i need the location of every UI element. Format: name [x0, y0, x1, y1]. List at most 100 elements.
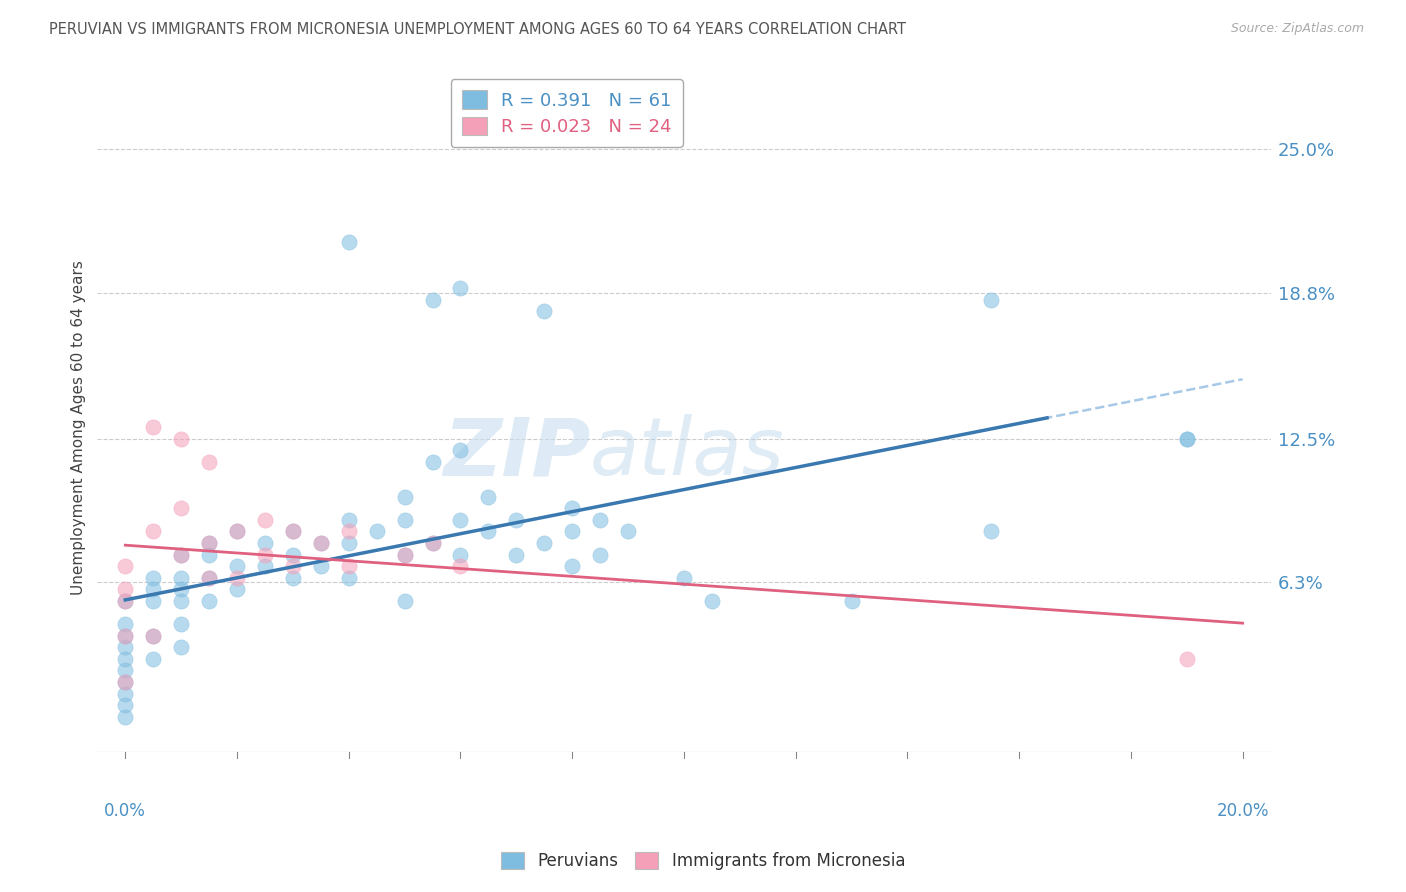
- Point: [114, 698, 136, 713]
- Point: [114, 629, 136, 643]
- Point: [561, 559, 583, 574]
- Point: [114, 675, 136, 690]
- Point: [309, 559, 332, 574]
- Point: [281, 559, 304, 574]
- Point: [505, 513, 527, 527]
- Point: [533, 536, 555, 550]
- Point: [281, 571, 304, 585]
- Point: [114, 687, 136, 701]
- Point: [700, 594, 723, 608]
- Point: [980, 524, 1002, 539]
- Text: atlas: atlas: [591, 414, 785, 492]
- Point: [450, 443, 472, 458]
- Point: [422, 536, 444, 550]
- Point: [394, 513, 416, 527]
- Point: [142, 652, 165, 666]
- Point: [114, 559, 136, 574]
- Point: [114, 629, 136, 643]
- Point: [589, 513, 612, 527]
- Point: [450, 559, 472, 574]
- Point: [114, 617, 136, 632]
- Point: [142, 629, 165, 643]
- Point: [114, 675, 136, 690]
- Point: [170, 582, 193, 597]
- Text: ZIP: ZIP: [443, 414, 591, 492]
- Point: [198, 455, 221, 469]
- Point: [672, 571, 695, 585]
- Point: [281, 524, 304, 539]
- Text: PERUVIAN VS IMMIGRANTS FROM MICRONESIA UNEMPLOYMENT AMONG AGES 60 TO 64 YEARS CO: PERUVIAN VS IMMIGRANTS FROM MICRONESIA U…: [49, 22, 907, 37]
- Point: [533, 304, 555, 318]
- Point: [142, 571, 165, 585]
- Point: [281, 524, 304, 539]
- Text: Source: ZipAtlas.com: Source: ZipAtlas.com: [1230, 22, 1364, 36]
- Point: [114, 710, 136, 724]
- Point: [477, 490, 499, 504]
- Point: [450, 281, 472, 295]
- Point: [253, 559, 276, 574]
- Point: [561, 524, 583, 539]
- Point: [337, 571, 360, 585]
- Point: [422, 455, 444, 469]
- Point: [198, 571, 221, 585]
- Point: [142, 582, 165, 597]
- Point: [226, 524, 249, 539]
- Point: [198, 536, 221, 550]
- Point: [309, 536, 332, 550]
- Point: [394, 548, 416, 562]
- Point: [198, 548, 221, 562]
- Text: 0.0%: 0.0%: [104, 803, 146, 821]
- Point: [170, 571, 193, 585]
- Point: [198, 594, 221, 608]
- Point: [142, 524, 165, 539]
- Point: [170, 617, 193, 632]
- Point: [281, 548, 304, 562]
- Point: [1175, 432, 1198, 446]
- Point: [170, 548, 193, 562]
- Legend: R = 0.391   N = 61, R = 0.023   N = 24: R = 0.391 N = 61, R = 0.023 N = 24: [451, 79, 682, 147]
- Point: [226, 582, 249, 597]
- Point: [589, 548, 612, 562]
- Text: 20.0%: 20.0%: [1216, 803, 1268, 821]
- Y-axis label: Unemployment Among Ages 60 to 64 years: Unemployment Among Ages 60 to 64 years: [72, 260, 86, 595]
- Point: [226, 571, 249, 585]
- Point: [114, 652, 136, 666]
- Point: [142, 594, 165, 608]
- Point: [142, 420, 165, 434]
- Point: [114, 594, 136, 608]
- Point: [337, 536, 360, 550]
- Point: [394, 594, 416, 608]
- Point: [253, 536, 276, 550]
- Point: [366, 524, 388, 539]
- Point: [337, 235, 360, 249]
- Point: [394, 490, 416, 504]
- Point: [309, 536, 332, 550]
- Point: [114, 582, 136, 597]
- Point: [170, 432, 193, 446]
- Point: [422, 536, 444, 550]
- Point: [841, 594, 863, 608]
- Point: [253, 548, 276, 562]
- Point: [394, 548, 416, 562]
- Point: [114, 664, 136, 678]
- Point: [450, 513, 472, 527]
- Point: [422, 293, 444, 307]
- Point: [170, 548, 193, 562]
- Point: [198, 536, 221, 550]
- Point: [170, 594, 193, 608]
- Point: [142, 629, 165, 643]
- Point: [337, 559, 360, 574]
- Legend: Peruvians, Immigrants from Micronesia: Peruvians, Immigrants from Micronesia: [494, 845, 912, 877]
- Point: [505, 548, 527, 562]
- Point: [198, 571, 221, 585]
- Point: [337, 524, 360, 539]
- Point: [114, 594, 136, 608]
- Point: [170, 640, 193, 655]
- Point: [1175, 432, 1198, 446]
- Point: [114, 640, 136, 655]
- Point: [561, 501, 583, 516]
- Point: [226, 559, 249, 574]
- Point: [980, 293, 1002, 307]
- Point: [226, 524, 249, 539]
- Point: [337, 513, 360, 527]
